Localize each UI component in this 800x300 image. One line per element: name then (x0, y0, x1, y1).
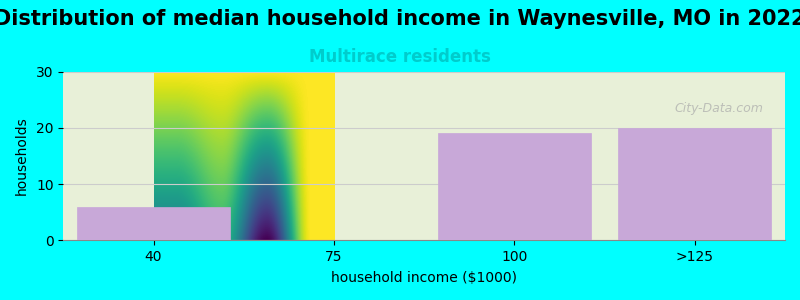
X-axis label: household income ($1000): household income ($1000) (331, 271, 517, 285)
Text: City-Data.com: City-Data.com (674, 102, 763, 115)
Bar (77, 207, 230, 240)
Y-axis label: households: households (15, 116, 29, 195)
Text: Distribution of median household income in Waynesville, MO in 2022: Distribution of median household income … (0, 9, 800, 29)
Bar (618, 128, 771, 240)
Text: Multirace residents: Multirace residents (309, 48, 491, 66)
Bar (438, 134, 591, 240)
